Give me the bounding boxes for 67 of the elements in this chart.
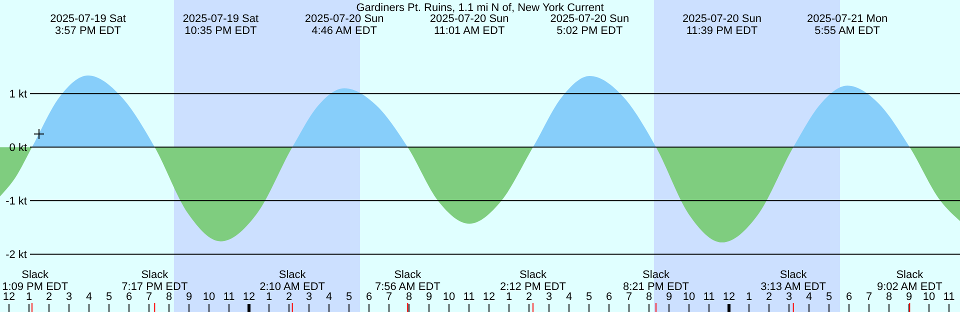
x-tick-label: 6 bbox=[126, 291, 132, 303]
x-tick-label: 4 bbox=[86, 291, 92, 303]
annotation: Slack 2:12 PM EDT bbox=[500, 269, 566, 293]
x-tick-label: 3 bbox=[66, 291, 72, 303]
x-tick-label: 2 bbox=[766, 291, 772, 303]
x-tick-label: 10 bbox=[682, 291, 696, 303]
x-tick-label: 9 bbox=[426, 291, 432, 303]
y-tick-label: -1 kt bbox=[6, 196, 27, 208]
x-tick-label: 8 bbox=[166, 291, 172, 303]
x-tick-label: 10 bbox=[922, 291, 936, 303]
x-tick-label: 11 bbox=[463, 291, 475, 303]
x-tick-label: 2 bbox=[286, 291, 292, 303]
x-tick-label: 6 bbox=[606, 291, 612, 303]
x-tick-label: 9 bbox=[906, 291, 912, 303]
x-tick-label: 8 bbox=[406, 291, 412, 303]
annotation: 2025-07-19 Sat 10:35 PM EDT bbox=[182, 13, 259, 37]
x-tick-label: 9 bbox=[186, 291, 192, 303]
x-tick-label: 5 bbox=[586, 291, 592, 303]
annotation: 2025-07-19 Sat 3:57 PM EDT bbox=[50, 13, 126, 37]
x-tick-label: 10 bbox=[202, 291, 216, 303]
x-tick-label: 4 bbox=[806, 291, 812, 303]
annotation: 2025-07-20 Sun 5:02 PM EDT bbox=[550, 13, 630, 37]
x-tick-label: 5 bbox=[106, 291, 112, 303]
x-tick-label: 11 bbox=[223, 291, 235, 303]
x-tick-label: 3 bbox=[786, 291, 792, 303]
x-tick-label: 2 bbox=[526, 291, 532, 303]
x-tick-label: 5 bbox=[826, 291, 832, 303]
x-tick-label: 11 bbox=[943, 291, 955, 303]
x-tick-label: 7 bbox=[146, 291, 152, 303]
chart-title: Gardiners Pt. Ruins, 1.1 mi N of, New York Current bbox=[356, 2, 604, 14]
x-tick-label: 12 bbox=[482, 291, 496, 303]
annotation: Slack 2:10 AM EDT bbox=[260, 269, 326, 293]
x-tick-label: 5 bbox=[346, 291, 352, 303]
x-tick-label: 9 bbox=[666, 291, 672, 303]
x-tick-label: 11 bbox=[703, 291, 715, 303]
annotation: 2025-07-20 Sun 11:01 AM EDT bbox=[430, 13, 509, 37]
x-tick-label: 8 bbox=[886, 291, 892, 303]
annotation: Slack 3:13 AM EDT bbox=[760, 269, 826, 293]
x-tick-label: 4 bbox=[566, 291, 572, 303]
x-tick-label: 1 bbox=[746, 291, 752, 303]
x-tick-label: 1 bbox=[506, 291, 512, 303]
annotation: 2025-07-20 Sun 11:39 PM EDT bbox=[682, 13, 762, 37]
x-tick-label: 10 bbox=[442, 291, 456, 303]
y-tick-label: -2 kt bbox=[6, 249, 27, 262]
x-tick-label: 8 bbox=[646, 291, 652, 303]
x-tick-label: 3 bbox=[546, 291, 552, 303]
annotation: Slack 7:56 AM EDT bbox=[374, 269, 441, 293]
x-tick-label: 1 bbox=[26, 291, 32, 303]
x-tick-label: 7 bbox=[866, 291, 872, 303]
x-tick-label: 12 bbox=[722, 291, 736, 303]
x-tick-label: 2 bbox=[46, 291, 52, 303]
annotation: Slack 8:21 PM EDT bbox=[622, 269, 690, 293]
x-tick-label: 6 bbox=[846, 291, 852, 303]
annotation: 2025-07-21 Mon 5:55 AM EDT bbox=[806, 13, 888, 37]
x-tick-label: 7 bbox=[626, 291, 632, 303]
x-tick-label: 12 bbox=[242, 291, 256, 303]
x-tick-label: 1 bbox=[266, 291, 272, 303]
x-tick-label: 12 bbox=[2, 291, 16, 303]
x-tick-label: 3 bbox=[306, 291, 312, 303]
x-tick-label: 7 bbox=[386, 291, 392, 303]
y-tick-label: 1 kt bbox=[9, 88, 27, 101]
annotation: Slack 1:09 PM EDT bbox=[2, 269, 68, 293]
annotation: Slack 9:02 AM EDT bbox=[876, 269, 943, 293]
x-tick-label: 4 bbox=[326, 291, 332, 303]
x-tick-label: 6 bbox=[366, 291, 372, 303]
annotation: Slack 7:17 PM EDT bbox=[122, 269, 188, 293]
annotation: 2025-07-20 Sun 4:46 AM EDT bbox=[304, 13, 384, 37]
